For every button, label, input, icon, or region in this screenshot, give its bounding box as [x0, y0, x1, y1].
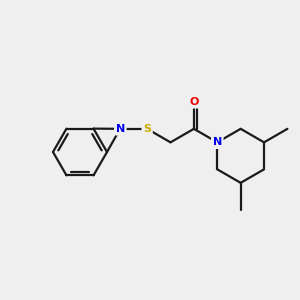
Text: S: S	[143, 124, 151, 134]
Text: O: O	[189, 97, 199, 107]
Text: S: S	[116, 124, 124, 134]
Text: N: N	[213, 137, 222, 147]
Text: N: N	[116, 124, 125, 134]
